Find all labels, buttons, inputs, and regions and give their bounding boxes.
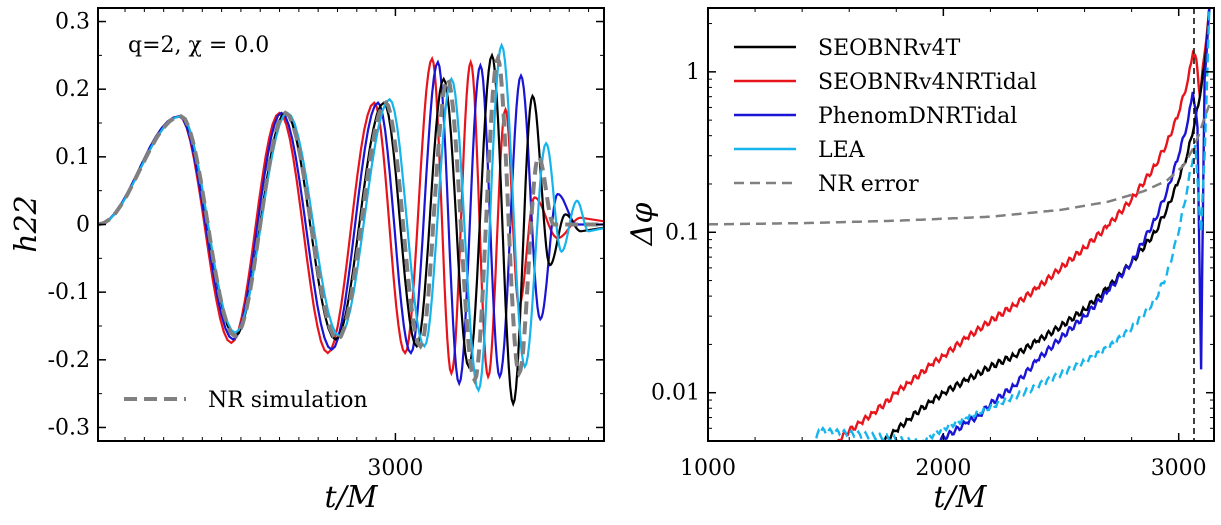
series-line-lea xyxy=(98,42,604,394)
series-line-nr-error xyxy=(708,104,1211,226)
legend-label-seobnrv4t: SEOBNRv4T xyxy=(818,36,961,61)
y-tick-label: 0.01 xyxy=(651,381,700,406)
left-annotation: q=2, χ = 0.0 xyxy=(128,33,269,58)
series-line-seobnrv4nrtidal xyxy=(836,8,1211,441)
x-tick-label: 2000 xyxy=(915,456,971,481)
y-tick-label: 0.3 xyxy=(55,10,90,35)
legend-label-phenomdnrtidal: PhenomDNRTidal xyxy=(818,104,1017,129)
series-line-seobnrv4t xyxy=(883,8,1211,441)
series-line-seobnrv4nrtidal xyxy=(98,55,604,381)
y-tick-label: 0.2 xyxy=(55,77,90,102)
series-line-phenomdnrtidal xyxy=(98,59,604,387)
legend-label-nr-simulation: NR simulation xyxy=(208,388,368,413)
left-ticks: 0.3 0.2 0.1 0 -0.1 -0.2 -0.3 3000 xyxy=(48,8,604,481)
x-tick-label: 3000 xyxy=(367,456,423,481)
right-panel: 1000 2000 3000 1 0.1 0.01 SEOBNRv4T SEOBNRv4NR… xyxy=(625,7,1215,515)
series-line-lea xyxy=(815,8,1211,441)
legend-label-seobnrv4nrtidal: SEOBNRv4NRTidal xyxy=(818,70,1037,95)
y-tick-label: 0.1 xyxy=(665,220,700,245)
right-xlabel: t/M xyxy=(934,480,988,515)
x-tick-label: 1000 xyxy=(680,456,736,481)
y-tick-label: 0.1 xyxy=(55,145,90,170)
y-tick-label: -0.3 xyxy=(48,415,90,440)
legend-label-lea: LEA xyxy=(818,138,866,163)
left-legend: NR simulation xyxy=(124,388,368,413)
y-tick-label: 0 xyxy=(76,213,90,238)
y-tick-label: -0.2 xyxy=(48,348,90,373)
left-plot-area xyxy=(98,42,604,408)
x-tick-label: 3000 xyxy=(1151,456,1207,481)
right-plot-area xyxy=(708,8,1211,441)
series-line-nr-simulation xyxy=(98,53,604,385)
left-xlabel: t/M xyxy=(325,480,379,515)
series-line-phenomdnrtidal xyxy=(938,8,1211,441)
right-axes-frame xyxy=(707,7,1215,442)
right-legend: SEOBNRv4T SEOBNRv4NRTidal PhenomDNRTidal LE… xyxy=(734,36,1037,197)
y-tick-label: 1 xyxy=(686,60,700,85)
legend-label-nr-error: NR error xyxy=(818,172,919,197)
right-ticks: 1000 2000 3000 1 0.1 0.01 xyxy=(651,8,1214,481)
right-ylabel: Δφ xyxy=(625,203,660,247)
left-ylabel: h22 xyxy=(9,195,44,253)
y-tick-label: -0.1 xyxy=(48,280,90,305)
